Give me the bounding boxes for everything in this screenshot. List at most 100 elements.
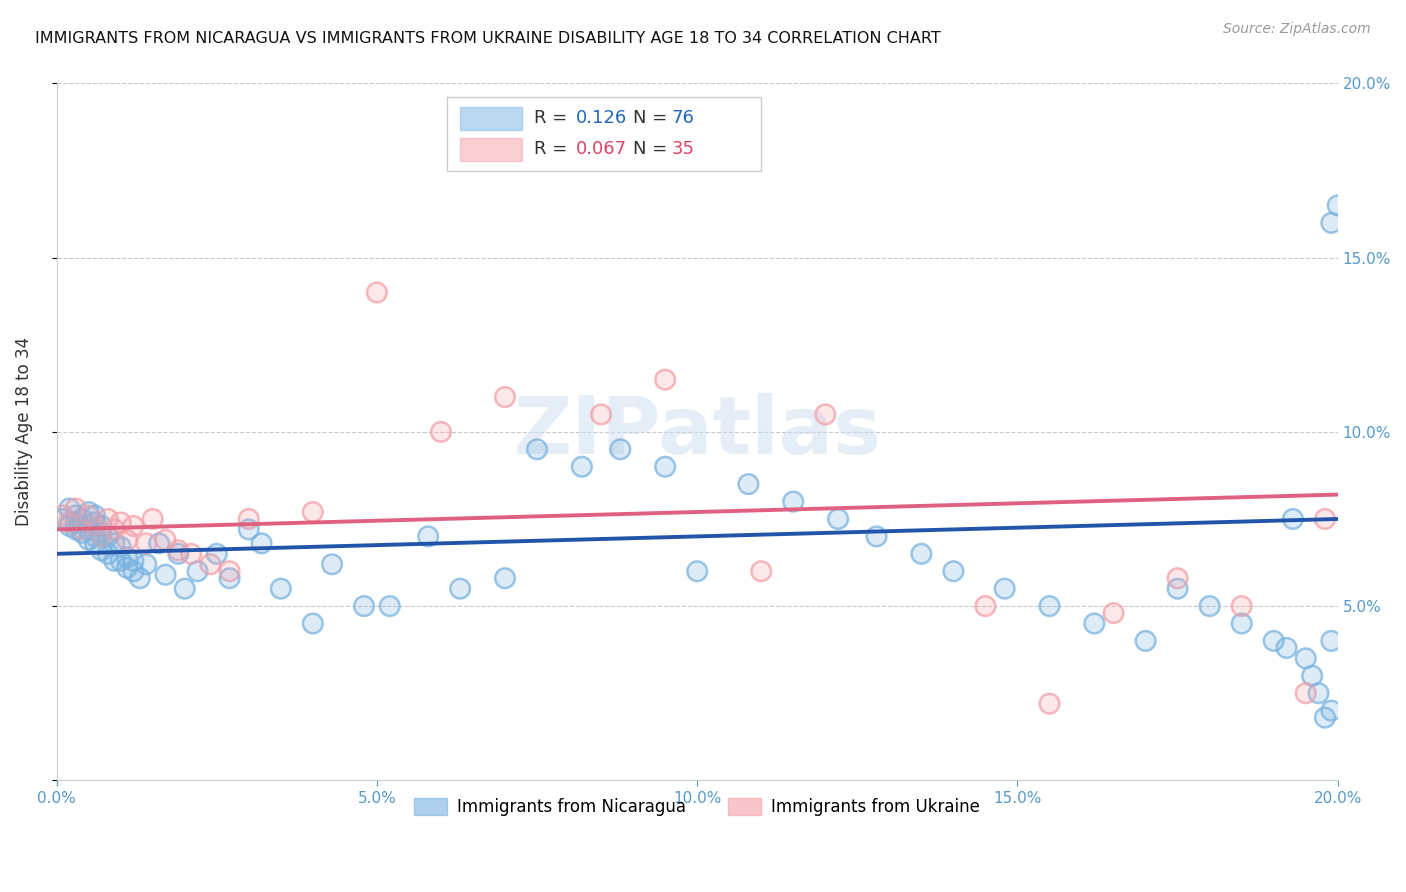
Point	[1313, 710, 1336, 724]
Point	[70, 523, 93, 537]
Point	[84, 519, 107, 533]
Point	[1038, 599, 1060, 613]
Point	[1308, 686, 1330, 700]
Point	[1167, 571, 1189, 585]
Point	[782, 494, 804, 508]
Point	[200, 558, 222, 572]
Point	[218, 571, 240, 585]
Point	[65, 501, 87, 516]
Point	[686, 564, 709, 578]
Point	[378, 599, 401, 613]
Point	[90, 525, 112, 540]
Point	[974, 599, 997, 613]
Point	[654, 459, 676, 474]
Text: IMMIGRANTS FROM NICARAGUA VS IMMIGRANTS FROM UKRAINE DISABILITY AGE 18 TO 34 COR: IMMIGRANTS FROM NICARAGUA VS IMMIGRANTS …	[35, 31, 941, 46]
Point	[494, 390, 516, 404]
Point	[1320, 704, 1343, 718]
Point	[353, 599, 375, 613]
FancyBboxPatch shape	[460, 107, 522, 130]
Point	[103, 536, 125, 550]
Point	[430, 425, 453, 439]
Point	[58, 501, 80, 516]
Point	[84, 536, 107, 550]
Point	[135, 558, 157, 572]
Point	[1320, 216, 1343, 230]
Point	[103, 554, 125, 568]
Point	[84, 536, 107, 550]
Point	[994, 582, 1017, 596]
Point	[1320, 634, 1343, 648]
Point	[167, 543, 190, 558]
Point	[1326, 198, 1348, 212]
Point	[90, 543, 112, 558]
Point	[449, 582, 471, 596]
Point	[1275, 640, 1298, 655]
Point	[173, 582, 195, 596]
Point	[110, 540, 132, 554]
Point	[97, 512, 120, 526]
Point	[115, 550, 138, 565]
Point	[1198, 599, 1220, 613]
Point	[58, 501, 80, 516]
Point	[200, 558, 222, 572]
Point	[70, 525, 93, 540]
Point	[84, 516, 107, 530]
Point	[128, 571, 150, 585]
Point	[1282, 512, 1305, 526]
Text: R =: R =	[534, 140, 574, 158]
FancyBboxPatch shape	[460, 137, 522, 161]
Point	[1320, 216, 1343, 230]
Point	[77, 505, 100, 519]
Point	[97, 529, 120, 543]
Point	[77, 533, 100, 547]
Point	[1230, 616, 1253, 631]
Point	[1083, 616, 1105, 631]
Point	[654, 373, 676, 387]
Text: 0.067: 0.067	[575, 140, 627, 158]
Point	[52, 508, 75, 523]
Point	[148, 536, 170, 550]
Point	[1313, 512, 1336, 526]
Point	[910, 547, 932, 561]
Point	[186, 564, 208, 578]
Point	[654, 459, 676, 474]
Point	[1135, 634, 1157, 648]
Point	[321, 558, 343, 572]
Point	[110, 540, 132, 554]
Point	[366, 285, 388, 300]
Point	[1038, 599, 1060, 613]
Point	[155, 533, 177, 547]
Point	[994, 582, 1017, 596]
Point	[103, 536, 125, 550]
Point	[77, 508, 100, 523]
Point	[135, 558, 157, 572]
Point	[1102, 606, 1125, 620]
Point	[418, 529, 440, 543]
Point	[110, 554, 132, 568]
Point	[609, 442, 631, 457]
Text: N =: N =	[633, 109, 673, 127]
Point	[974, 599, 997, 613]
Point	[238, 523, 260, 537]
Point	[128, 571, 150, 585]
Point	[65, 501, 87, 516]
Point	[173, 582, 195, 596]
Point	[110, 554, 132, 568]
Point	[1038, 697, 1060, 711]
Point	[270, 582, 292, 596]
Point	[142, 512, 165, 526]
Point	[122, 519, 145, 533]
Point	[1275, 640, 1298, 655]
Point	[321, 558, 343, 572]
Point	[494, 571, 516, 585]
Point	[865, 529, 887, 543]
Point	[494, 571, 516, 585]
Point	[827, 512, 849, 526]
Point	[84, 508, 107, 523]
Point	[115, 560, 138, 574]
Point	[494, 390, 516, 404]
Point	[749, 564, 772, 578]
Text: R =: R =	[534, 109, 574, 127]
Point	[1167, 582, 1189, 596]
Point	[155, 567, 177, 582]
